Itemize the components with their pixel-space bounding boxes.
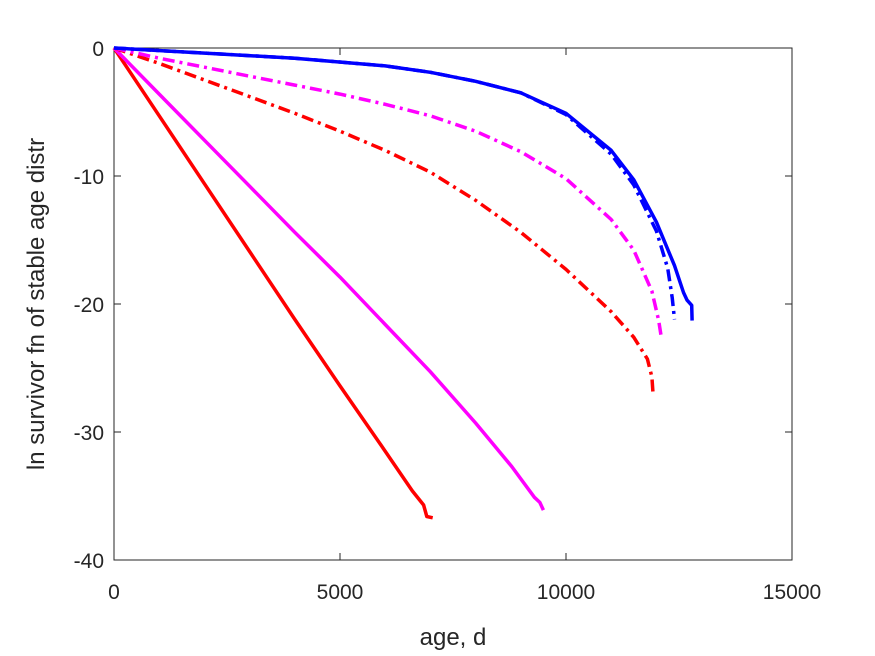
y-tick-label: 0 xyxy=(92,38,104,61)
x-tick-label: 15000 xyxy=(763,581,821,604)
series-line-3 xyxy=(113,46,655,397)
x-tick-label: 5000 xyxy=(317,581,364,604)
y-tick-label: -30 xyxy=(74,422,104,445)
x-axis-label: age, d xyxy=(420,624,487,651)
y-axis-label: ln survivor fn of stable age distr xyxy=(23,138,50,470)
series-line-6 xyxy=(113,46,694,321)
x-tick-label: 10000 xyxy=(537,581,595,604)
x-axis-ticks: 0 5000 10000 15000 xyxy=(108,48,821,604)
x-tick-label: 0 xyxy=(108,581,120,604)
series-line-1 xyxy=(112,47,434,520)
series-line-2 xyxy=(112,46,545,511)
plot-area xyxy=(113,47,793,561)
y-axis-ticks: 0 -10 -20 -30 -40 xyxy=(74,38,792,573)
series-lines xyxy=(112,46,694,520)
y-tick-label: -20 xyxy=(74,294,104,317)
y-tick-label: -40 xyxy=(74,550,104,573)
y-tick-label: -10 xyxy=(74,166,104,189)
